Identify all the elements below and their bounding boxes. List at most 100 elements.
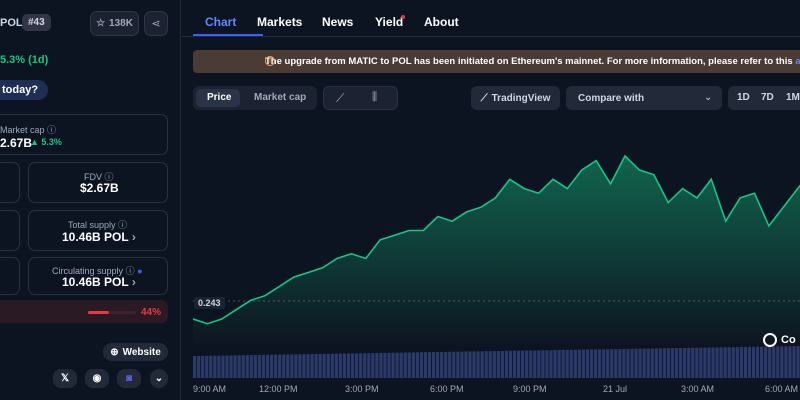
range-1d[interactable]: 1D: [737, 92, 750, 103]
volume-bar: [553, 350, 557, 378]
volume-bar: [395, 352, 399, 378]
volume-bar: [727, 347, 731, 378]
volume-bar: [760, 346, 764, 378]
volume-bar: [602, 349, 606, 378]
volume-bar: [662, 348, 666, 378]
sentiment-prompt[interactable]: today?: [0, 80, 49, 100]
volume-bar: [322, 353, 326, 378]
watchlist-button[interactable]: ☆ 138K: [90, 11, 139, 36]
market-cap-toggle[interactable]: Market cap: [254, 92, 307, 103]
volume-bar: [318, 353, 322, 378]
volume-bar: [683, 347, 687, 378]
banner-link[interactable]: artic: [795, 56, 800, 67]
volume-bar: [488, 351, 492, 378]
share-icon: ⋖: [151, 18, 161, 30]
range-1m[interactable]: 1M: [786, 92, 800, 103]
market-cap-card[interactable]: [0, 114, 168, 155]
volume-bar: [687, 347, 691, 378]
volume-bar: [776, 346, 780, 378]
volume-bar: [371, 353, 375, 378]
volume-bar: [456, 351, 460, 378]
chart-type-active-bg: [326, 89, 359, 107]
volume-bar: [415, 352, 419, 378]
volume-bar: [359, 353, 363, 378]
volume-bar: [225, 355, 229, 378]
volume-bar: [646, 348, 650, 378]
volume-bar: [294, 354, 298, 378]
volume-bar: [217, 355, 221, 378]
volume-bar: [796, 346, 800, 378]
range-7d[interactable]: 7D: [761, 92, 774, 103]
volume-bar: [245, 355, 249, 378]
volume-bar: [444, 351, 448, 378]
volume-bar: [411, 352, 415, 378]
total-supply-card[interactable]: [28, 210, 168, 251]
circulating-supply-card[interactable]: [28, 257, 168, 295]
volume-bar: [626, 348, 630, 378]
volume-bar: [484, 351, 488, 378]
x-twitter-button[interactable]: 𝕏: [53, 369, 77, 388]
volume-bar: [302, 354, 306, 378]
volume-bar: [350, 353, 355, 378]
max-supply-card[interactable]: [0, 257, 20, 295]
chevron-down-icon: ⌄: [154, 373, 164, 384]
candlestick-icon[interactable]: ⫼: [372, 91, 378, 103]
verified-icon: ●: [137, 266, 143, 276]
volume-bar: [290, 354, 294, 378]
tab-news[interactable]: News: [322, 15, 354, 29]
discord-button[interactable]: ◙: [117, 369, 141, 388]
volume-bar: [213, 355, 217, 378]
info-icon: ⓘ: [104, 172, 114, 182]
active-tab-indicator: [193, 34, 263, 36]
info-icon: ⓘ: [118, 220, 128, 230]
volume-bar: [638, 348, 642, 378]
volume-bar: [261, 354, 266, 378]
line-chart-icon[interactable]: ⟋: [336, 91, 345, 105]
price-toggle[interactable]: Price: [207, 92, 232, 103]
volume-bar: [618, 349, 622, 378]
more-links-button[interactable]: ⌄: [150, 369, 168, 388]
github-button[interactable]: ◉: [85, 369, 109, 388]
x-tick: 9:00 AM: [193, 384, 227, 394]
volume-bar: [674, 348, 679, 378]
tab-about[interactable]: About: [424, 15, 459, 29]
star-icon: ☆: [96, 18, 106, 29]
volume-mc-card[interactable]: [0, 210, 20, 251]
compare-select[interactable]: Compare with: [566, 86, 722, 110]
x-tick: 6:00 PM: [430, 384, 464, 394]
volume-bar: [695, 347, 699, 378]
market-cap-change: ▲ 5.3%: [30, 137, 62, 147]
x-tick: 3:00 PM: [345, 384, 379, 394]
tab-chart[interactable]: Chart: [205, 15, 237, 29]
volume-bar: [476, 351, 480, 378]
volume-bar: [269, 354, 274, 378]
volume-bar: [691, 347, 695, 378]
volume-bar: [257, 354, 261, 378]
tab-yield[interactable]: Yield: [375, 15, 404, 29]
info-icon: ⓘ: [47, 125, 57, 135]
share-button[interactable]: ⋖: [144, 11, 168, 36]
volume-bar: [278, 354, 282, 378]
volume-bar: [784, 346, 788, 378]
tab-markets[interactable]: Markets: [257, 15, 303, 29]
volume-bar: [755, 346, 760, 378]
volume-bar: [383, 352, 387, 378]
github-icon: ◉: [92, 373, 102, 384]
volume-bar: [330, 353, 334, 378]
volume-bar: [739, 347, 743, 378]
volume-bar: [431, 352, 436, 378]
price-chart[interactable]: [193, 122, 800, 378]
circulating-supply-label: Circulating supply ⓘ ●: [52, 266, 143, 276]
tradingview-button[interactable]: ⟋ TradingView: [471, 86, 560, 110]
chevron-right-icon: ›: [131, 230, 136, 244]
volume-bar: [286, 354, 290, 378]
volume-bar: [440, 351, 444, 378]
fdv-card[interactable]: [28, 162, 168, 203]
volume-card[interactable]: [0, 162, 20, 203]
announcement-banner: The upgrade from MATIC to POL has been i…: [193, 50, 800, 73]
volume-bar: [537, 350, 541, 378]
website-button[interactable]: ⊕ Website: [103, 343, 168, 361]
volume-bar: [788, 346, 792, 378]
volume-bar: [541, 350, 545, 378]
volume-bar: [460, 351, 464, 378]
